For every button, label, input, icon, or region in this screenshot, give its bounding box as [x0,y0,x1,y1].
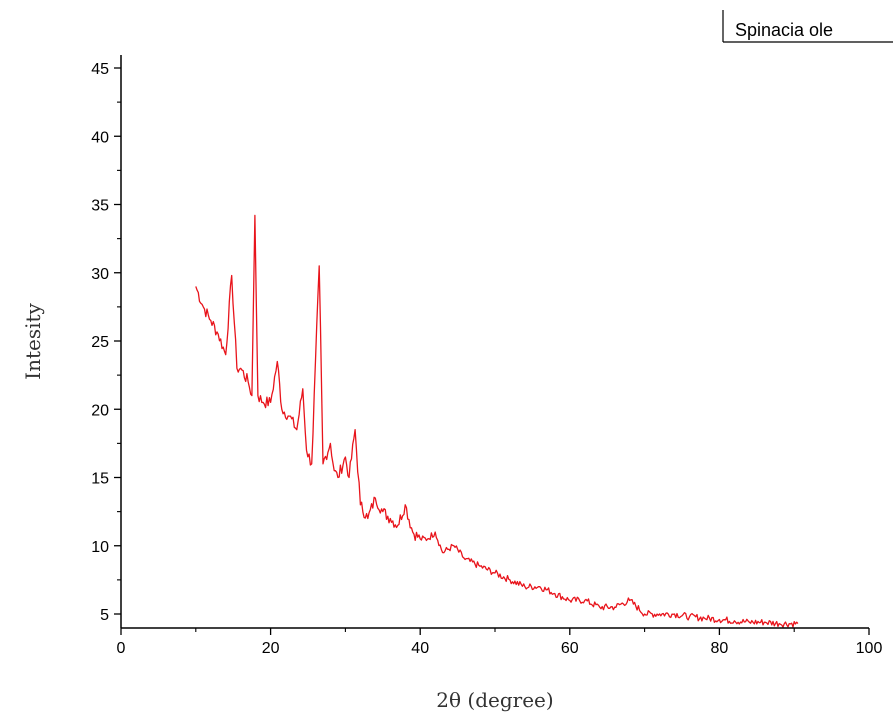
y-axis-title: Intesity [21,302,45,379]
y-tick-label: 10 [91,539,109,556]
y-tick-label: 45 [91,61,109,78]
x-tick-label: 40 [411,640,429,657]
x-axis-ticks: 0 20 40 60 80 100 [117,628,883,657]
series-line [195,214,799,628]
y-tick-label: 15 [91,471,109,488]
x-tick-label: 80 [711,640,729,657]
y-tick-label: 40 [91,129,109,146]
y-axis-ticks: 5 10 15 20 25 30 35 40 45 [91,61,121,624]
y-tick-label: 30 [91,266,109,283]
x-axis-title: 2θ (degree) [436,688,553,712]
legend-label: Spinacia ole [735,20,833,40]
legend: Spinacia ole [722,10,893,43]
x-tick-label: 100 [856,640,883,657]
x-tick-label: 0 [117,640,126,657]
y-tick-label: 25 [91,334,109,351]
y-tick-label: 35 [91,198,109,215]
x-tick-label: 20 [262,640,280,657]
y-tick-label: 20 [91,402,109,419]
y-tick-label: 5 [100,607,109,624]
x-tick-label: 60 [561,640,579,657]
